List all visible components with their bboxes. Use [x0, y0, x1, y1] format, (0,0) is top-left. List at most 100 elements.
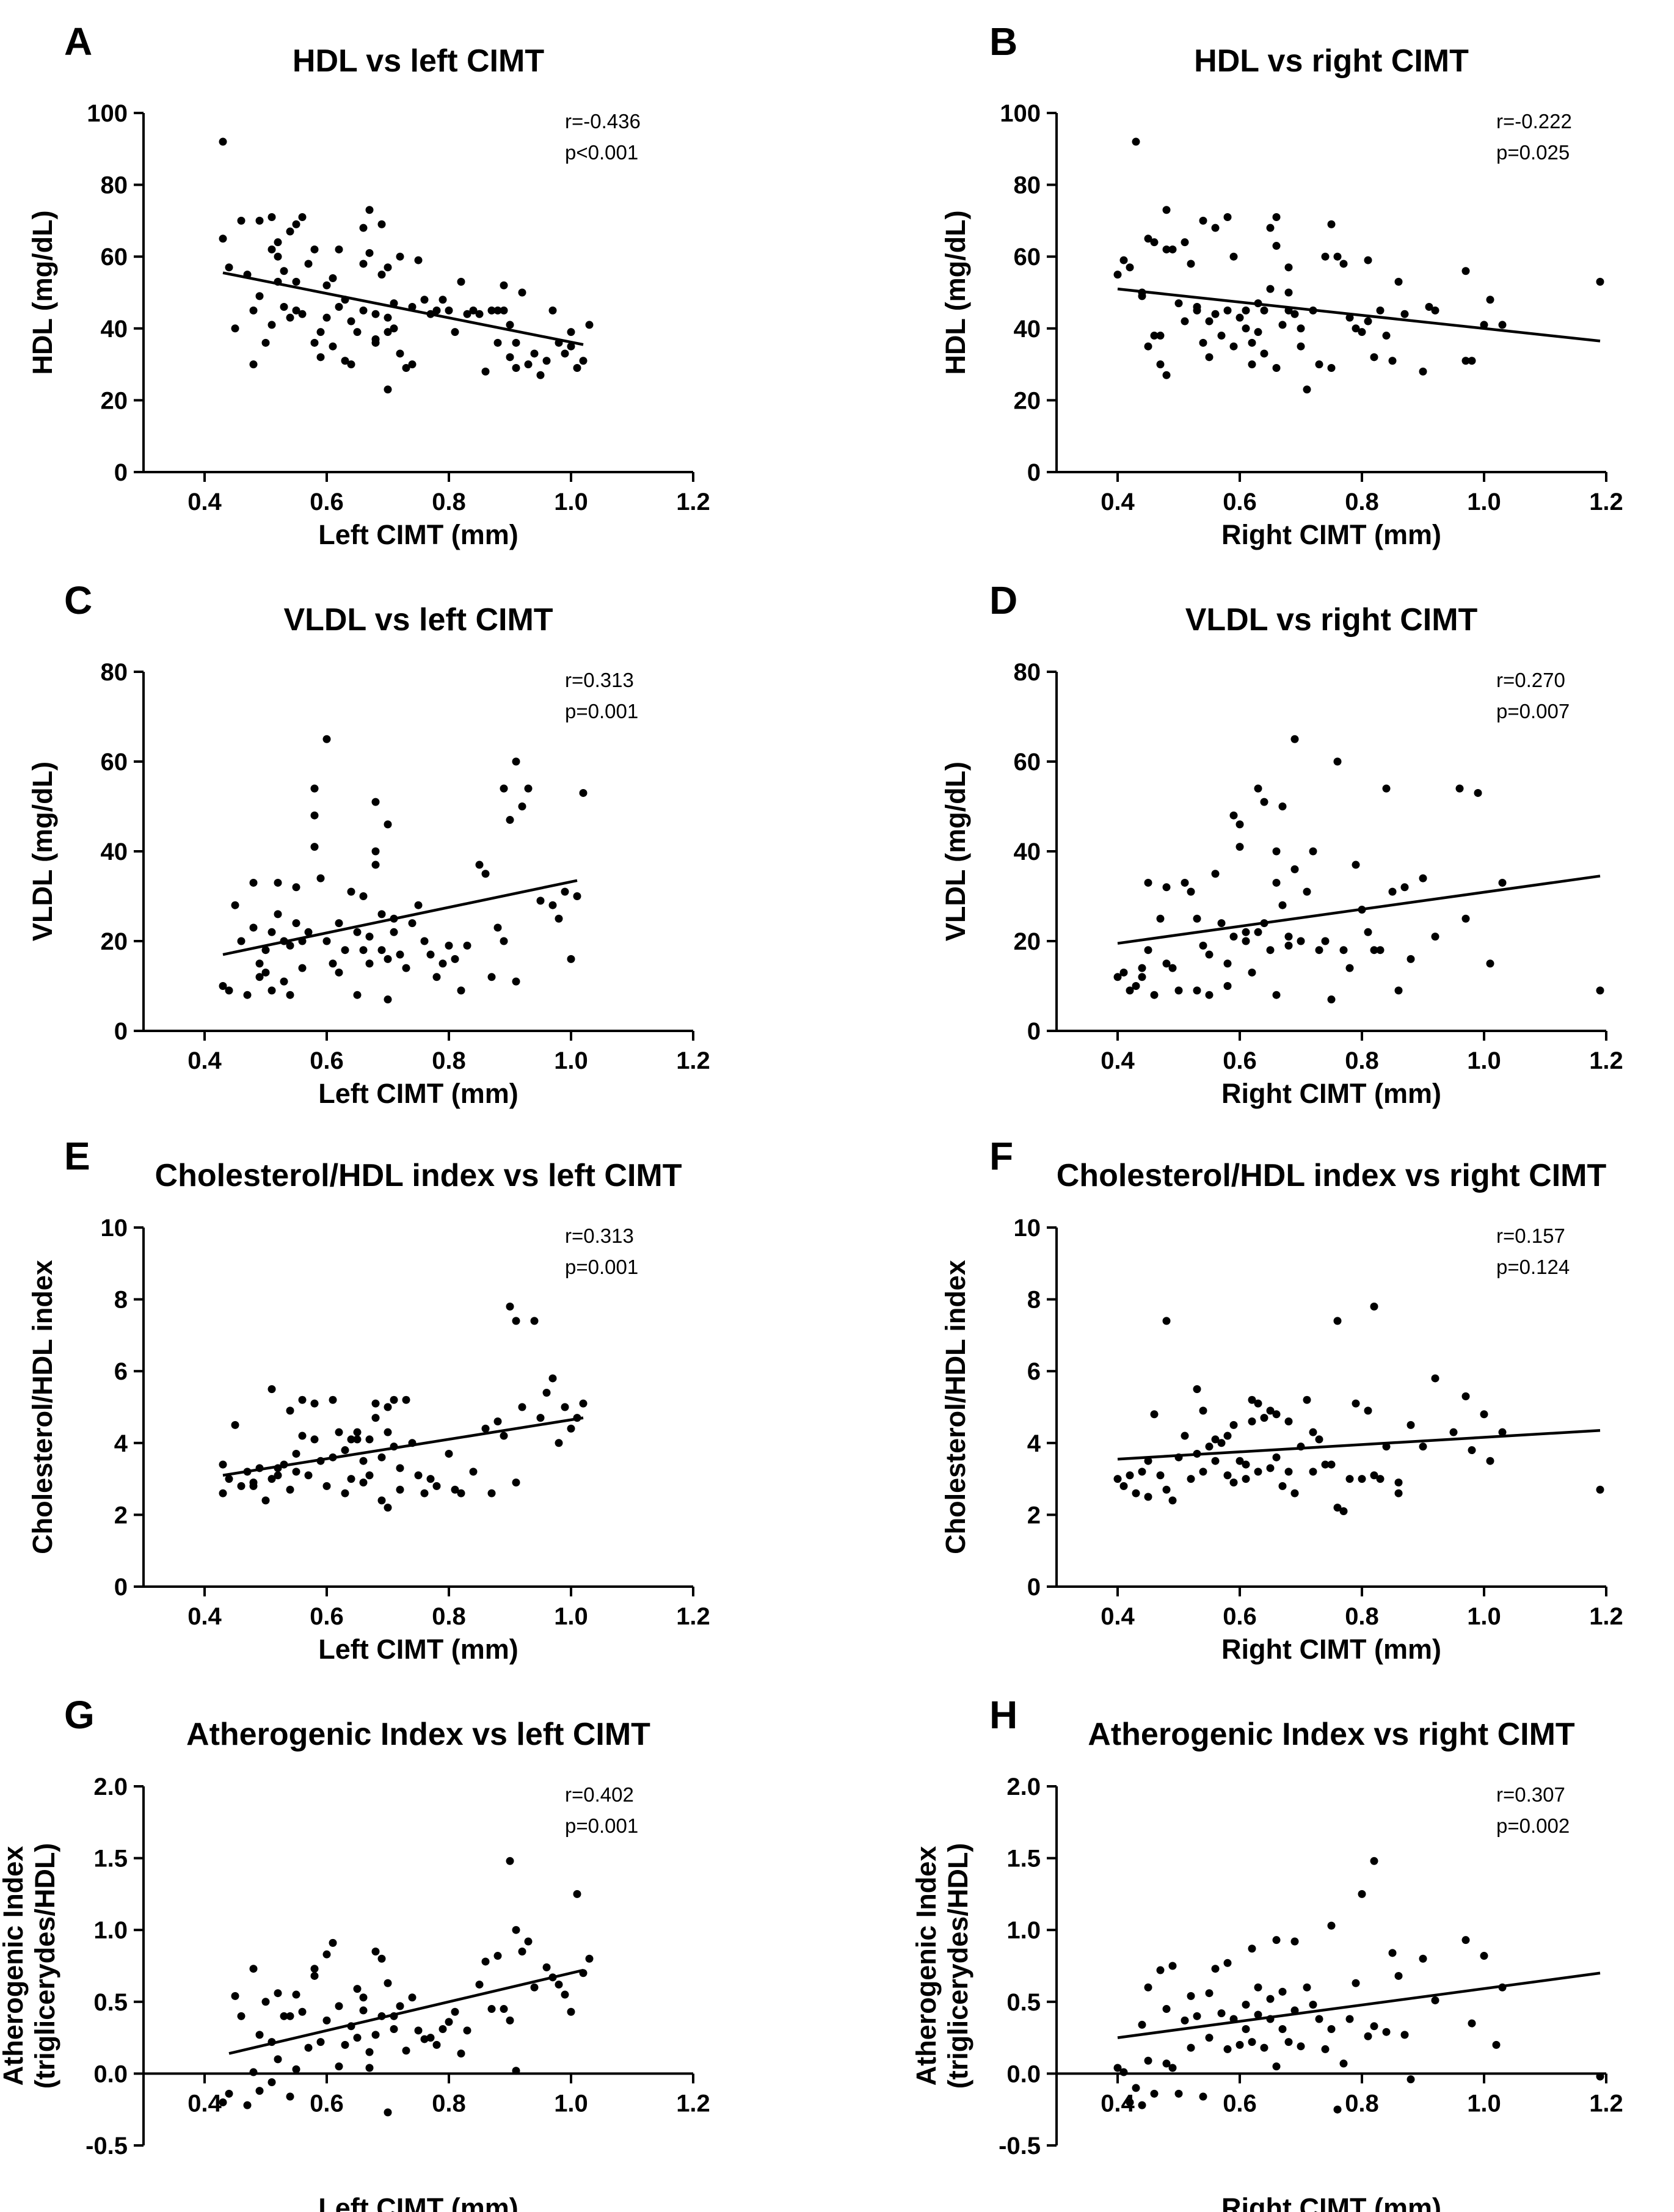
data-point [414, 1471, 423, 1480]
data-point [341, 1446, 349, 1455]
data-point [573, 1890, 581, 1898]
data-point [1248, 1945, 1256, 1953]
data-point [365, 1471, 374, 1480]
data-point [1138, 964, 1146, 972]
data-point [1138, 973, 1146, 981]
data-point [1309, 2001, 1317, 2009]
data-point [292, 277, 300, 286]
data-point [310, 1435, 319, 1444]
x-tick-label: 1.0 [1467, 2090, 1501, 2117]
data-point [451, 955, 459, 963]
data-point [420, 296, 429, 304]
data-point [1333, 252, 1342, 261]
data-point [298, 213, 307, 222]
data-point [1272, 1410, 1281, 1419]
data-point [353, 928, 362, 936]
data-point [384, 1979, 392, 1987]
data-point [506, 816, 514, 824]
data-point [1187, 1475, 1195, 1483]
data-point [1370, 1302, 1378, 1311]
data-point [286, 313, 294, 322]
data-point [1199, 1406, 1207, 1415]
data-point [1345, 2015, 1354, 2023]
data-point [512, 1926, 520, 1934]
data-point [1223, 213, 1232, 222]
stat-annotation: r=0.270 [1496, 669, 1565, 691]
data-point [396, 252, 404, 261]
data-point [304, 928, 313, 936]
data-point [371, 1399, 380, 1408]
data-point [329, 274, 337, 282]
x-tick-label: 0.4 [187, 1047, 222, 1074]
data-point [396, 950, 404, 959]
data-point [1272, 363, 1281, 372]
data-point [292, 883, 300, 892]
data-point [1126, 263, 1134, 272]
data-point [445, 306, 453, 315]
data-point [512, 363, 520, 372]
panel-f: F Cholesterol/HDL index vs right CIMT 0 2 4 6… [940, 1134, 1623, 1665]
y-tick-label: 10 [1014, 1215, 1041, 1242]
x-tick-label: 0.8 [1345, 489, 1379, 515]
data-point [1168, 964, 1177, 972]
data-point [1486, 296, 1494, 304]
stat-annotation: p=0.001 [565, 1814, 638, 1837]
data-point [1150, 238, 1159, 247]
data-point [255, 2031, 264, 2039]
y-tick-label: 2.0 [1006, 1774, 1041, 1800]
data-point [567, 342, 575, 351]
data-point [1211, 310, 1220, 318]
data-point [1217, 332, 1226, 340]
data-point [1242, 1475, 1250, 1483]
x-tick-label: 1.2 [676, 489, 710, 515]
data-point [1364, 1406, 1372, 1415]
data-point [1596, 277, 1604, 286]
data-point [506, 321, 514, 329]
data-point [341, 946, 349, 955]
data-point [274, 878, 282, 887]
data-point [255, 973, 264, 981]
data-point [1431, 1996, 1439, 2004]
chart-title: HDL vs right CIMT [1194, 43, 1469, 79]
data-point [286, 2092, 294, 2101]
panel-label: C [64, 578, 92, 622]
data-point [377, 1954, 386, 1963]
data-point [365, 959, 374, 968]
y-tick-label: 8 [114, 1287, 128, 1314]
data-point [457, 277, 465, 286]
data-point [1315, 1435, 1323, 1444]
data-point [555, 1981, 563, 1989]
data-point [1352, 1399, 1360, 1408]
data-point [1278, 321, 1287, 329]
y-tick-label: 2 [114, 1502, 128, 1529]
y-tick-label: 0 [1027, 1018, 1041, 1045]
data-point [335, 2062, 343, 2071]
data-point [512, 1317, 520, 1325]
data-point [1364, 928, 1372, 936]
x-tick-label: 0.8 [432, 1047, 466, 1074]
data-point [487, 1489, 496, 1497]
data-point [1303, 1983, 1311, 1992]
data-point [1254, 1983, 1262, 1992]
y-tick-label: 0 [114, 1018, 128, 1045]
data-point [1303, 887, 1311, 896]
data-point [1242, 1460, 1250, 1469]
data-point [1297, 324, 1305, 333]
x-tick-label: 1.0 [554, 1047, 588, 1074]
data-point [390, 1395, 398, 1404]
data-point [1150, 991, 1159, 999]
data-point [1309, 1468, 1317, 1476]
stat-annotation: p=0.002 [1496, 1814, 1570, 1837]
data-point [426, 2034, 435, 2042]
panel-label: G [64, 1693, 95, 1737]
data-point [493, 338, 502, 347]
data-point [500, 281, 508, 289]
data-point [481, 1957, 490, 1966]
data-point [1333, 1317, 1342, 1325]
data-point [384, 955, 392, 963]
data-point [402, 2046, 410, 2055]
data-point [481, 870, 490, 878]
y-tick-label: 80 [1014, 659, 1041, 686]
data-point [1193, 986, 1201, 995]
data-point [579, 1399, 588, 1408]
